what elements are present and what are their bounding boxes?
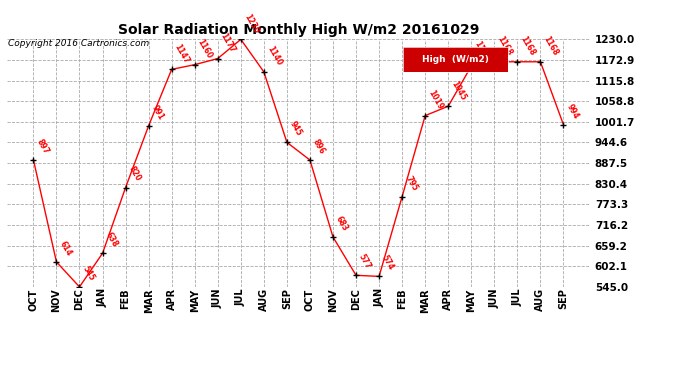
Text: 1045: 1045 xyxy=(449,79,468,102)
Text: Copyright 2016 Cartronics.com: Copyright 2016 Cartronics.com xyxy=(8,39,150,48)
Text: 945: 945 xyxy=(288,120,304,138)
Text: 994: 994 xyxy=(564,102,580,120)
Text: 683: 683 xyxy=(334,214,350,232)
Text: 1147: 1147 xyxy=(172,42,191,65)
Text: 545: 545 xyxy=(81,265,96,282)
Text: 1156: 1156 xyxy=(473,39,491,62)
Text: 991: 991 xyxy=(150,103,166,122)
Text: 1230: 1230 xyxy=(242,12,260,35)
Text: 1160: 1160 xyxy=(196,38,214,60)
Text: 1177: 1177 xyxy=(219,31,237,54)
Text: 577: 577 xyxy=(357,253,373,271)
Text: 896: 896 xyxy=(311,138,327,156)
Title: Solar Radiation Monthly High W/m2 20161029: Solar Radiation Monthly High W/m2 201610… xyxy=(118,23,479,37)
Text: 638: 638 xyxy=(104,231,119,249)
Text: 1140: 1140 xyxy=(265,45,284,68)
Text: 1019: 1019 xyxy=(426,88,444,111)
Text: 1168: 1168 xyxy=(495,34,514,57)
Text: 614: 614 xyxy=(57,240,73,258)
Text: 820: 820 xyxy=(127,165,142,183)
Text: 574: 574 xyxy=(380,254,396,272)
Text: 897: 897 xyxy=(34,137,50,155)
Text: 795: 795 xyxy=(403,174,419,192)
Text: 1168: 1168 xyxy=(518,34,537,57)
Text: 1168: 1168 xyxy=(542,34,560,57)
